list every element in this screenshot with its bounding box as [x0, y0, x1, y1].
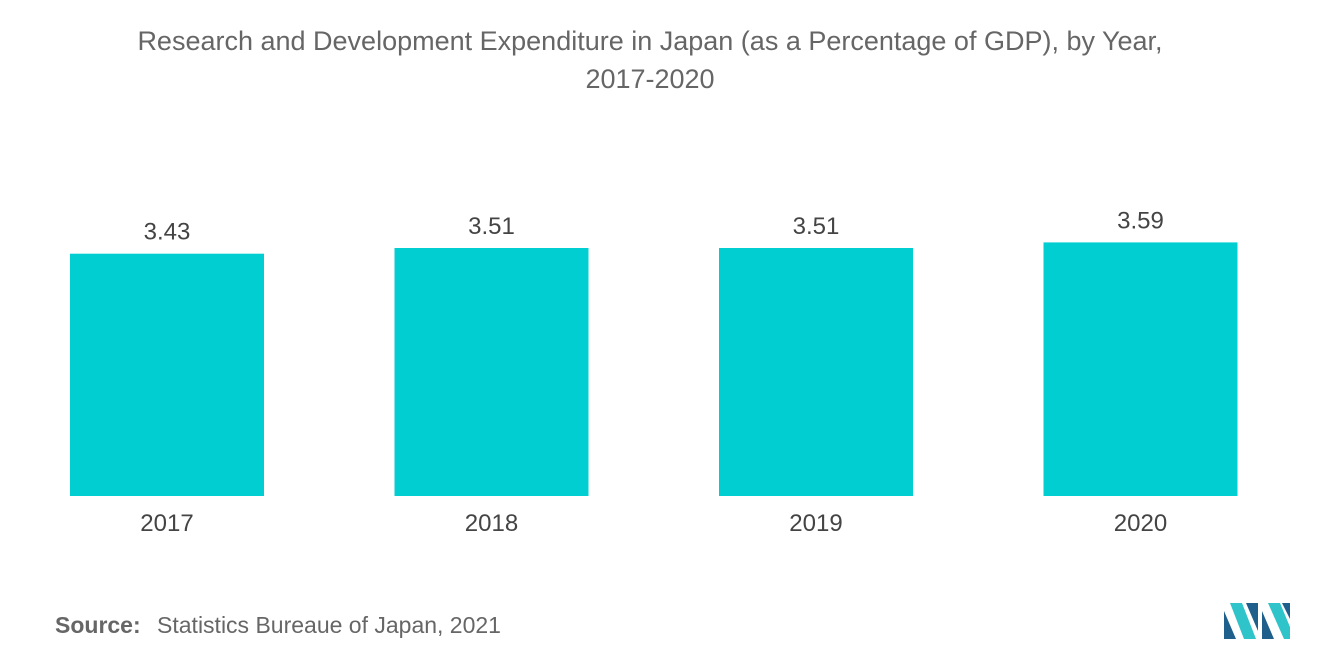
mordor-intelligence-logo-icon	[1224, 603, 1290, 639]
chart-title: Research and Development Expenditure in …	[40, 22, 1260, 98]
data-label-2019: 3.51	[793, 213, 840, 240]
bar-2020	[1043, 242, 1238, 496]
x-tick-label-2019: 2019	[789, 510, 842, 537]
data-label-2018: 3.51	[468, 213, 515, 240]
x-tick-label-2018: 2018	[465, 510, 518, 537]
data-labels-group: 3.43 3.51 3.51 3.59	[144, 207, 1164, 245]
data-label-2017: 3.43	[144, 219, 191, 246]
x-tick-label-2017: 2017	[140, 510, 193, 537]
source-label: Source:	[55, 612, 141, 638]
bar-2019	[719, 248, 913, 496]
chart-title-line-1: Research and Development Expenditure in …	[137, 26, 1163, 56]
x-axis-ticks-group: 2017 2018 2019 2020	[140, 510, 1167, 537]
source-text: Statistics Bureaue of Japan, 2021	[157, 612, 501, 638]
bars-group	[70, 242, 1238, 496]
source-note: Source: Statistics Bureaue of Japan, 202…	[55, 612, 501, 639]
bar-2018	[394, 248, 589, 496]
bar-2017	[70, 253, 264, 496]
chart-title-line-2: 2017-2020	[585, 64, 715, 94]
data-label-2020: 3.59	[1117, 207, 1164, 234]
x-tick-label-2020: 2020	[1114, 510, 1167, 537]
